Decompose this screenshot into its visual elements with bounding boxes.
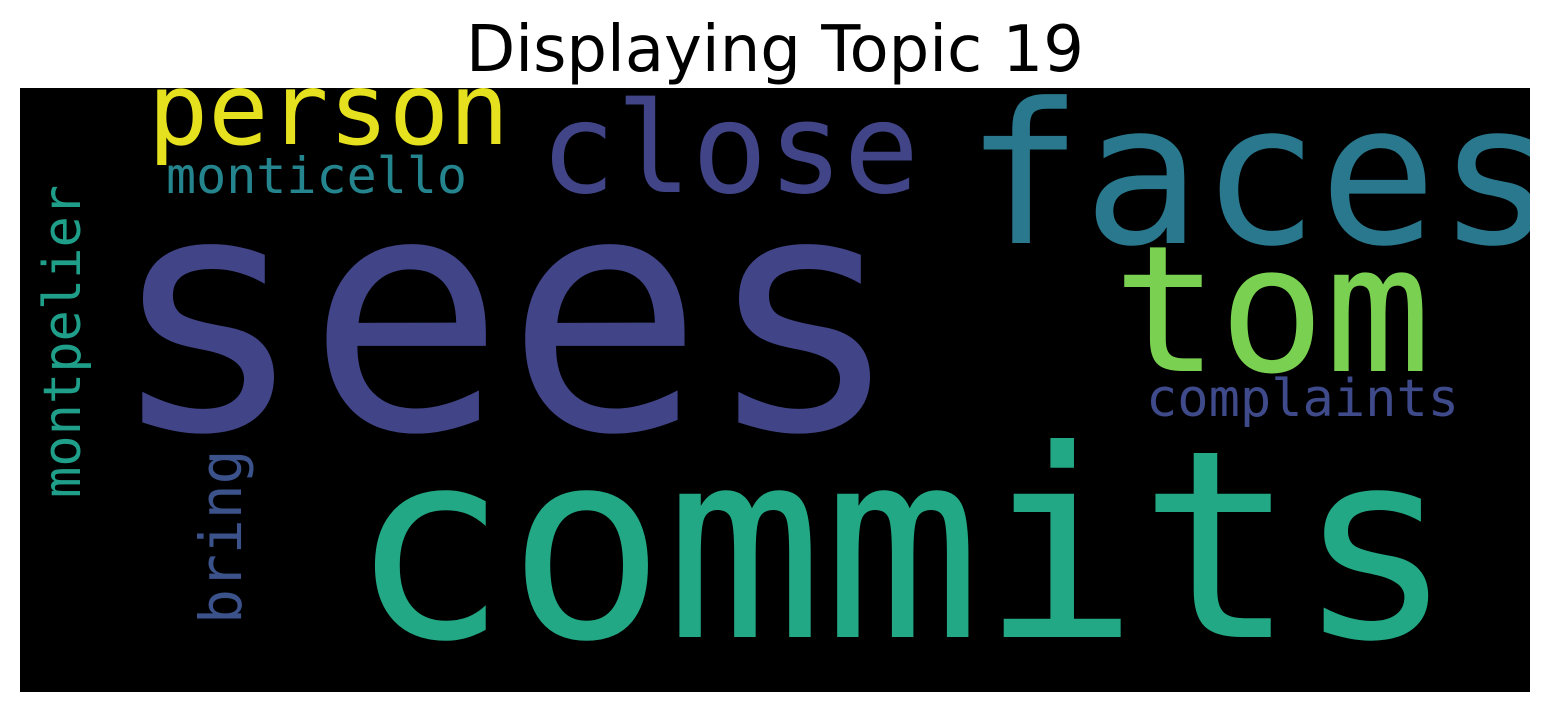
word-person: person [148, 88, 510, 168]
word-complaints: complaints [1146, 369, 1460, 429]
word-sees: sees [108, 123, 903, 507]
word-close: close [540, 88, 920, 222]
word-montpelier: montpelier [33, 184, 93, 498]
word-monticello: monticello [166, 147, 468, 205]
word-cloud: sees commits faces tom close person mont… [20, 88, 1530, 692]
figure-title: Displaying Topic 19 [466, 13, 1084, 87]
word-faces: faces [965, 88, 1530, 290]
word-commits: commits [350, 394, 1455, 692]
word-tom: tom [1113, 208, 1431, 413]
word-bring: bring [187, 449, 255, 624]
